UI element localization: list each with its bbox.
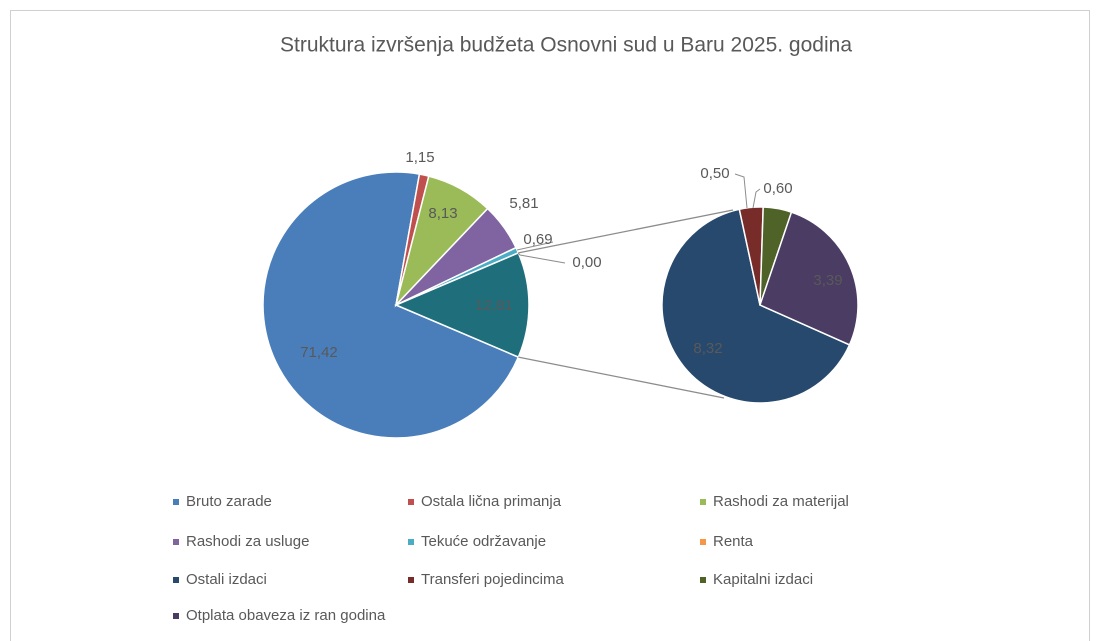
- data-label: 1,15: [405, 149, 434, 166]
- leader-line: [734, 173, 748, 209]
- pie-slice: [661, 208, 851, 404]
- data-label: 12,81: [475, 297, 513, 314]
- pie-slice: [759, 211, 859, 346]
- legend-marker: [173, 539, 179, 545]
- legend-marker: [173, 577, 179, 583]
- legend-marker: [408, 577, 414, 583]
- legend-label: Ostali izdaci: [186, 571, 267, 588]
- data-label: 8,32: [693, 340, 722, 357]
- pie-slice: [394, 251, 530, 359]
- legend-marker: [173, 499, 179, 505]
- chart-frame: [10, 10, 1090, 641]
- legend-label: Renta: [713, 533, 754, 550]
- data-label: 3,39: [813, 272, 842, 289]
- legend-label: Tekuće održavanje: [421, 533, 546, 550]
- legend-marker: [408, 539, 414, 545]
- legend-label: Otplata obaveza iz ran godina: [186, 607, 386, 624]
- data-label: 71,42: [300, 344, 338, 361]
- data-label: 0,00: [572, 254, 601, 271]
- data-label: 0,60: [763, 180, 792, 197]
- legend-label: Rashodi za usluge: [186, 533, 309, 550]
- legend-marker: [700, 499, 706, 505]
- legend-label: Kapitalni izdaci: [713, 571, 813, 588]
- legend-label: Bruto zarade: [186, 493, 272, 510]
- leader-line: [517, 252, 566, 264]
- leader-line: [752, 188, 761, 209]
- data-label: 5,81: [509, 195, 538, 212]
- connector-line: [518, 356, 725, 399]
- legend-label: Rashodi za materijal: [713, 493, 849, 510]
- data-label: 0,69: [523, 231, 552, 248]
- data-label: 8,13: [428, 205, 457, 222]
- chart-title: Struktura izvršenja budžeta Osnovni sud …: [280, 34, 852, 57]
- leader-line: [516, 241, 554, 251]
- legend-marker: [173, 613, 179, 619]
- data-label: 0,50: [700, 165, 729, 182]
- legend-marker: [700, 577, 706, 583]
- legend-label: Transferi pojedincima: [421, 571, 564, 588]
- pie-slice: [262, 171, 520, 439]
- legend-marker: [408, 499, 414, 505]
- connector-line: [518, 209, 734, 254]
- legend-label: Ostala lična primanja: [421, 493, 562, 510]
- legend-marker: [700, 539, 706, 545]
